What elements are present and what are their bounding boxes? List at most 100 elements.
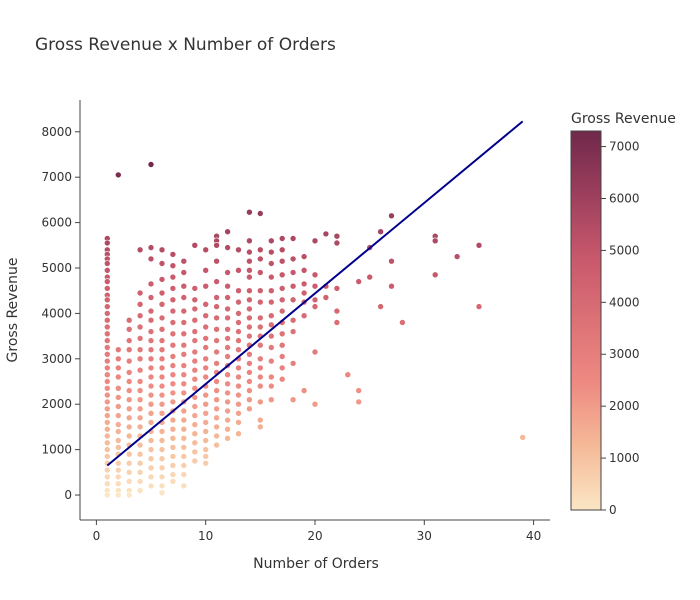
x-tick-label: 30	[417, 529, 432, 543]
data-point	[115, 403, 122, 410]
data-point	[158, 314, 166, 322]
data-point	[115, 480, 122, 488]
data-point	[136, 246, 144, 254]
data-point	[202, 323, 209, 331]
data-point	[115, 394, 122, 401]
data-point	[256, 255, 264, 263]
data-point	[213, 325, 220, 333]
y-tick-label: 6000	[41, 216, 72, 230]
data-point	[104, 296, 111, 304]
data-point	[246, 314, 253, 322]
data-point	[115, 459, 122, 467]
data-point	[104, 239, 111, 247]
data-point	[191, 457, 199, 465]
data-point	[136, 289, 144, 297]
data-point	[224, 244, 231, 251]
data-point	[202, 344, 209, 351]
data-point	[169, 307, 177, 315]
data-point	[311, 282, 319, 290]
data-point	[104, 398, 111, 406]
data-point	[246, 396, 253, 404]
data-point	[136, 468, 144, 476]
data-point	[125, 459, 133, 467]
data-point	[322, 294, 330, 301]
data-point	[136, 387, 144, 394]
data-point	[136, 335, 144, 342]
data-point	[355, 387, 363, 394]
data-point	[147, 255, 155, 263]
data-point	[256, 314, 264, 322]
data-point	[115, 373, 122, 381]
data-point	[169, 251, 177, 258]
data-point	[224, 353, 231, 360]
data-point	[267, 382, 275, 390]
data-point	[104, 405, 111, 413]
data-point	[202, 312, 209, 320]
data-point	[104, 260, 111, 267]
data-point	[191, 403, 199, 410]
x-tick-label: 10	[198, 529, 213, 543]
data-point	[235, 246, 242, 254]
data-point	[147, 294, 155, 301]
data-point	[453, 253, 461, 260]
data-point	[104, 419, 111, 426]
data-point	[180, 257, 188, 265]
colorbar-tick-label: 3000	[609, 347, 640, 361]
data-point	[213, 441, 220, 449]
data-point	[125, 346, 133, 354]
data-point	[147, 391, 155, 399]
y-tick-label: 3000	[41, 352, 72, 366]
data-point	[180, 294, 188, 301]
data-point	[289, 269, 297, 276]
data-point	[125, 337, 133, 344]
data-point	[202, 391, 209, 399]
data-point	[289, 316, 297, 324]
data-point	[115, 466, 122, 474]
data-point	[224, 335, 231, 342]
data-point	[169, 471, 177, 478]
data-point	[158, 428, 166, 435]
data-point	[104, 330, 111, 338]
data-point	[300, 312, 308, 320]
colorbar-tick-label: 7000	[609, 140, 640, 154]
data-point	[180, 416, 188, 424]
data-point	[224, 380, 231, 388]
data-point	[246, 332, 253, 340]
data-point	[169, 273, 177, 281]
data-point	[224, 389, 231, 397]
data-point	[333, 319, 341, 326]
data-point	[300, 280, 308, 288]
data-point	[213, 294, 220, 301]
data-point	[202, 437, 209, 444]
data-point	[104, 266, 111, 274]
data-point	[213, 314, 220, 322]
data-point	[169, 341, 177, 349]
data-point	[147, 419, 155, 426]
data-point	[147, 400, 155, 408]
data-point	[278, 235, 286, 242]
data-point	[104, 337, 111, 344]
data-point	[191, 296, 199, 304]
data-point	[180, 482, 188, 490]
data-point	[267, 321, 275, 329]
x-tick-label: 40	[526, 529, 541, 543]
data-point	[147, 437, 155, 444]
data-point	[104, 310, 111, 317]
data-point	[213, 387, 220, 394]
data-point	[278, 341, 286, 349]
data-point	[136, 323, 144, 331]
data-point	[366, 273, 374, 281]
data-point	[136, 423, 144, 431]
data-point	[104, 384, 111, 392]
data-point	[256, 269, 264, 276]
data-point	[147, 346, 155, 354]
data-point	[180, 341, 188, 349]
data-point	[147, 464, 155, 472]
data-point	[399, 319, 406, 326]
data-point	[180, 425, 188, 433]
y-tick-label: 7000	[41, 170, 72, 184]
data-point	[213, 242, 220, 249]
data-point	[125, 316, 133, 324]
data-point	[267, 298, 275, 306]
data-point	[191, 366, 199, 374]
